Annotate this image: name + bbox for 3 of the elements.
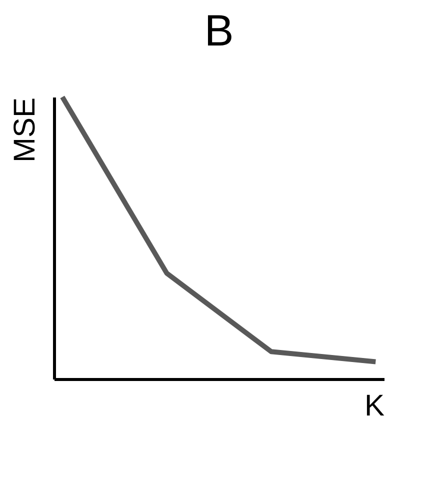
- chart-title: B: [204, 6, 234, 56]
- x-axis-title: K: [364, 390, 384, 422]
- y-axis-title: MSE: [8, 98, 42, 163]
